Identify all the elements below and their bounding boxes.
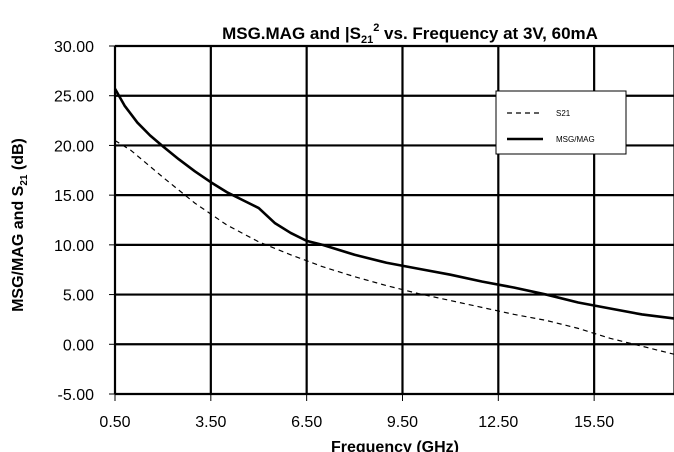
tick-layer: 0.50 3.50 6.50 9.50 12.50 15.50 30.00 25.00 20.0… [54,39,614,431]
series-msg-mag-line [113,88,674,320]
series-layer [113,88,674,355]
x-tick-label: 15.50 [574,414,614,431]
y-tick-label: 20.00 [54,138,94,155]
x-axis-label: Frequency (GHz) [331,439,459,452]
y-tick-label: 5.00 [63,288,94,305]
legend: S21 MSG/MAG [495,90,627,155]
y-tick-label: 0.00 [63,337,94,354]
legend-s21-label: S21 [556,109,571,118]
legend-box [495,90,627,155]
y-tick-label: -5.00 [58,387,95,404]
x-tick-label: 12.50 [478,414,518,431]
y-tick-label: 30.00 [54,39,94,56]
y-axis-label: MSG/MAG and S21 (dB) [10,138,30,312]
chart-title: MSG.MAG and |S212 vs. Frequency at 3V, 6… [222,22,598,46]
legend-msg-label: MSG/MAG [556,135,595,144]
y-tick-label: 10.00 [54,238,94,255]
x-tick-label: 3.50 [195,414,226,431]
series-s21-line [114,139,674,355]
x-tick-label: 6.50 [291,414,322,431]
y-tick-label: 15.00 [54,188,94,205]
x-tick-label: 0.50 [99,414,130,431]
x-tick-label: 9.50 [387,414,418,431]
plot-frame [114,45,674,395]
y-tick-label: 25.00 [54,89,94,106]
